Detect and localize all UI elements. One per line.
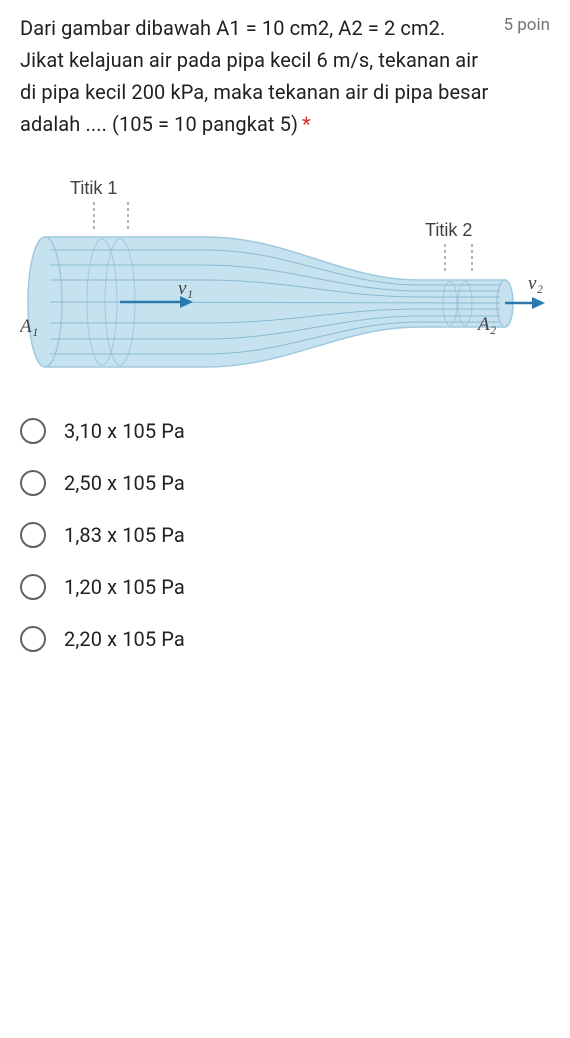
option-label: 1,20 x 105 Pa <box>64 575 185 599</box>
radio-icon <box>20 626 46 652</box>
required-star-icon: * <box>302 112 311 136</box>
pipe-svg: Titik 1 Titik 2 A₁ A₂ v₁ v₂ <box>20 162 550 392</box>
question-header: Dari gambar dibawah A1 = 10 cm2, A2 = 2 … <box>20 12 550 140</box>
label-titik2: Titik 2 <box>425 220 472 240</box>
label-a1: A₁ <box>20 316 38 337</box>
option-label: 3,10 x 105 Pa <box>64 419 185 443</box>
label-v2: v₂ <box>528 273 543 294</box>
question-text: Dari gambar dibawah A1 = 10 cm2, A2 = 2 … <box>20 12 493 140</box>
label-v1: v₁ <box>178 278 193 299</box>
option-3[interactable]: 1,20 x 105 Pa <box>20 574 550 600</box>
option-4[interactable]: 2,20 x 105 Pa <box>20 626 550 652</box>
points-label: 5 poin <box>503 12 550 35</box>
option-label: 2,50 x 105 Pa <box>64 471 185 495</box>
radio-icon <box>20 418 46 444</box>
option-2[interactable]: 1,83 x 105 Pa <box>20 522 550 548</box>
label-a2: A₂ <box>476 314 497 335</box>
radio-icon <box>20 470 46 496</box>
radio-icon <box>20 522 46 548</box>
options-group: 3,10 x 105 Pa 2,50 x 105 Pa 1,83 x 105 P… <box>20 418 550 652</box>
option-label: 2,20 x 105 Pa <box>64 627 185 651</box>
question-body: Dari gambar dibawah A1 = 10 cm2, A2 = 2 … <box>20 16 488 136</box>
option-label: 1,83 x 105 Pa <box>64 523 185 547</box>
option-0[interactable]: 3,10 x 105 Pa <box>20 418 550 444</box>
radio-icon <box>20 574 46 600</box>
label-titik1: Titik 1 <box>70 178 117 198</box>
pipe-diagram: Titik 1 Titik 2 A₁ A₂ v₁ v₂ <box>20 162 550 396</box>
option-1[interactable]: 2,50 x 105 Pa <box>20 470 550 496</box>
